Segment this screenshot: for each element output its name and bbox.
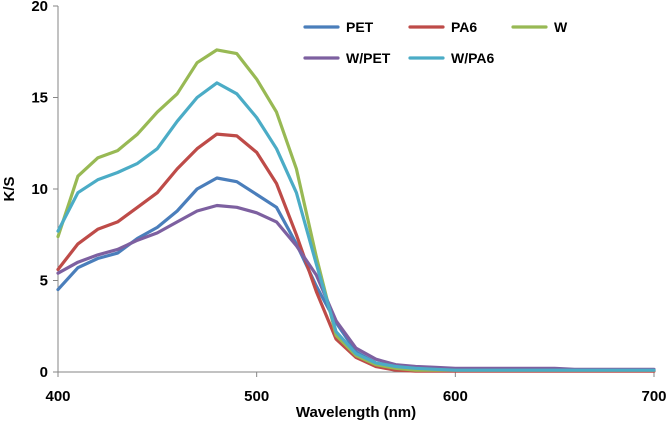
y-axis-ticks: 0 5 10 15 20	[31, 0, 58, 381]
y-tick-label: 0	[40, 364, 48, 381]
series-line-w-pa6	[56, 81, 656, 372]
x-tick-label: 400	[45, 388, 70, 405]
legend: PET PA6 W W/PET W/PA6	[303, 19, 568, 66]
x-tick-label: 700	[641, 388, 666, 405]
y-tick-label: 15	[31, 90, 48, 107]
x-axis-ticks: 400 500 600 700	[45, 372, 667, 405]
legend-label-w-pa6: W/PA6	[451, 50, 495, 66]
series-lines	[56, 48, 656, 373]
y-axis-title: K/S	[1, 176, 18, 201]
series-line-w	[56, 48, 656, 372]
y-tick-label: 20	[31, 0, 48, 15]
series-line-w-pet	[56, 203, 656, 371]
legend-label-w-pet: W/PET	[346, 50, 391, 66]
x-tick-label: 500	[244, 388, 269, 405]
legend-label-pet: PET	[346, 19, 374, 35]
x-tick-label: 600	[443, 388, 468, 405]
legend-label-w: W	[554, 19, 568, 35]
plot-area: 0 5 10 15 20 400 500 600 700	[31, 0, 666, 405]
y-tick-label: 10	[31, 181, 48, 198]
y-tick-label: 5	[40, 273, 48, 290]
series-line-pa6	[56, 132, 656, 373]
series-line-pet	[56, 176, 656, 372]
x-axis-title: Wavelength (nm)	[296, 404, 416, 421]
legend-label-pa6: PA6	[451, 19, 477, 35]
